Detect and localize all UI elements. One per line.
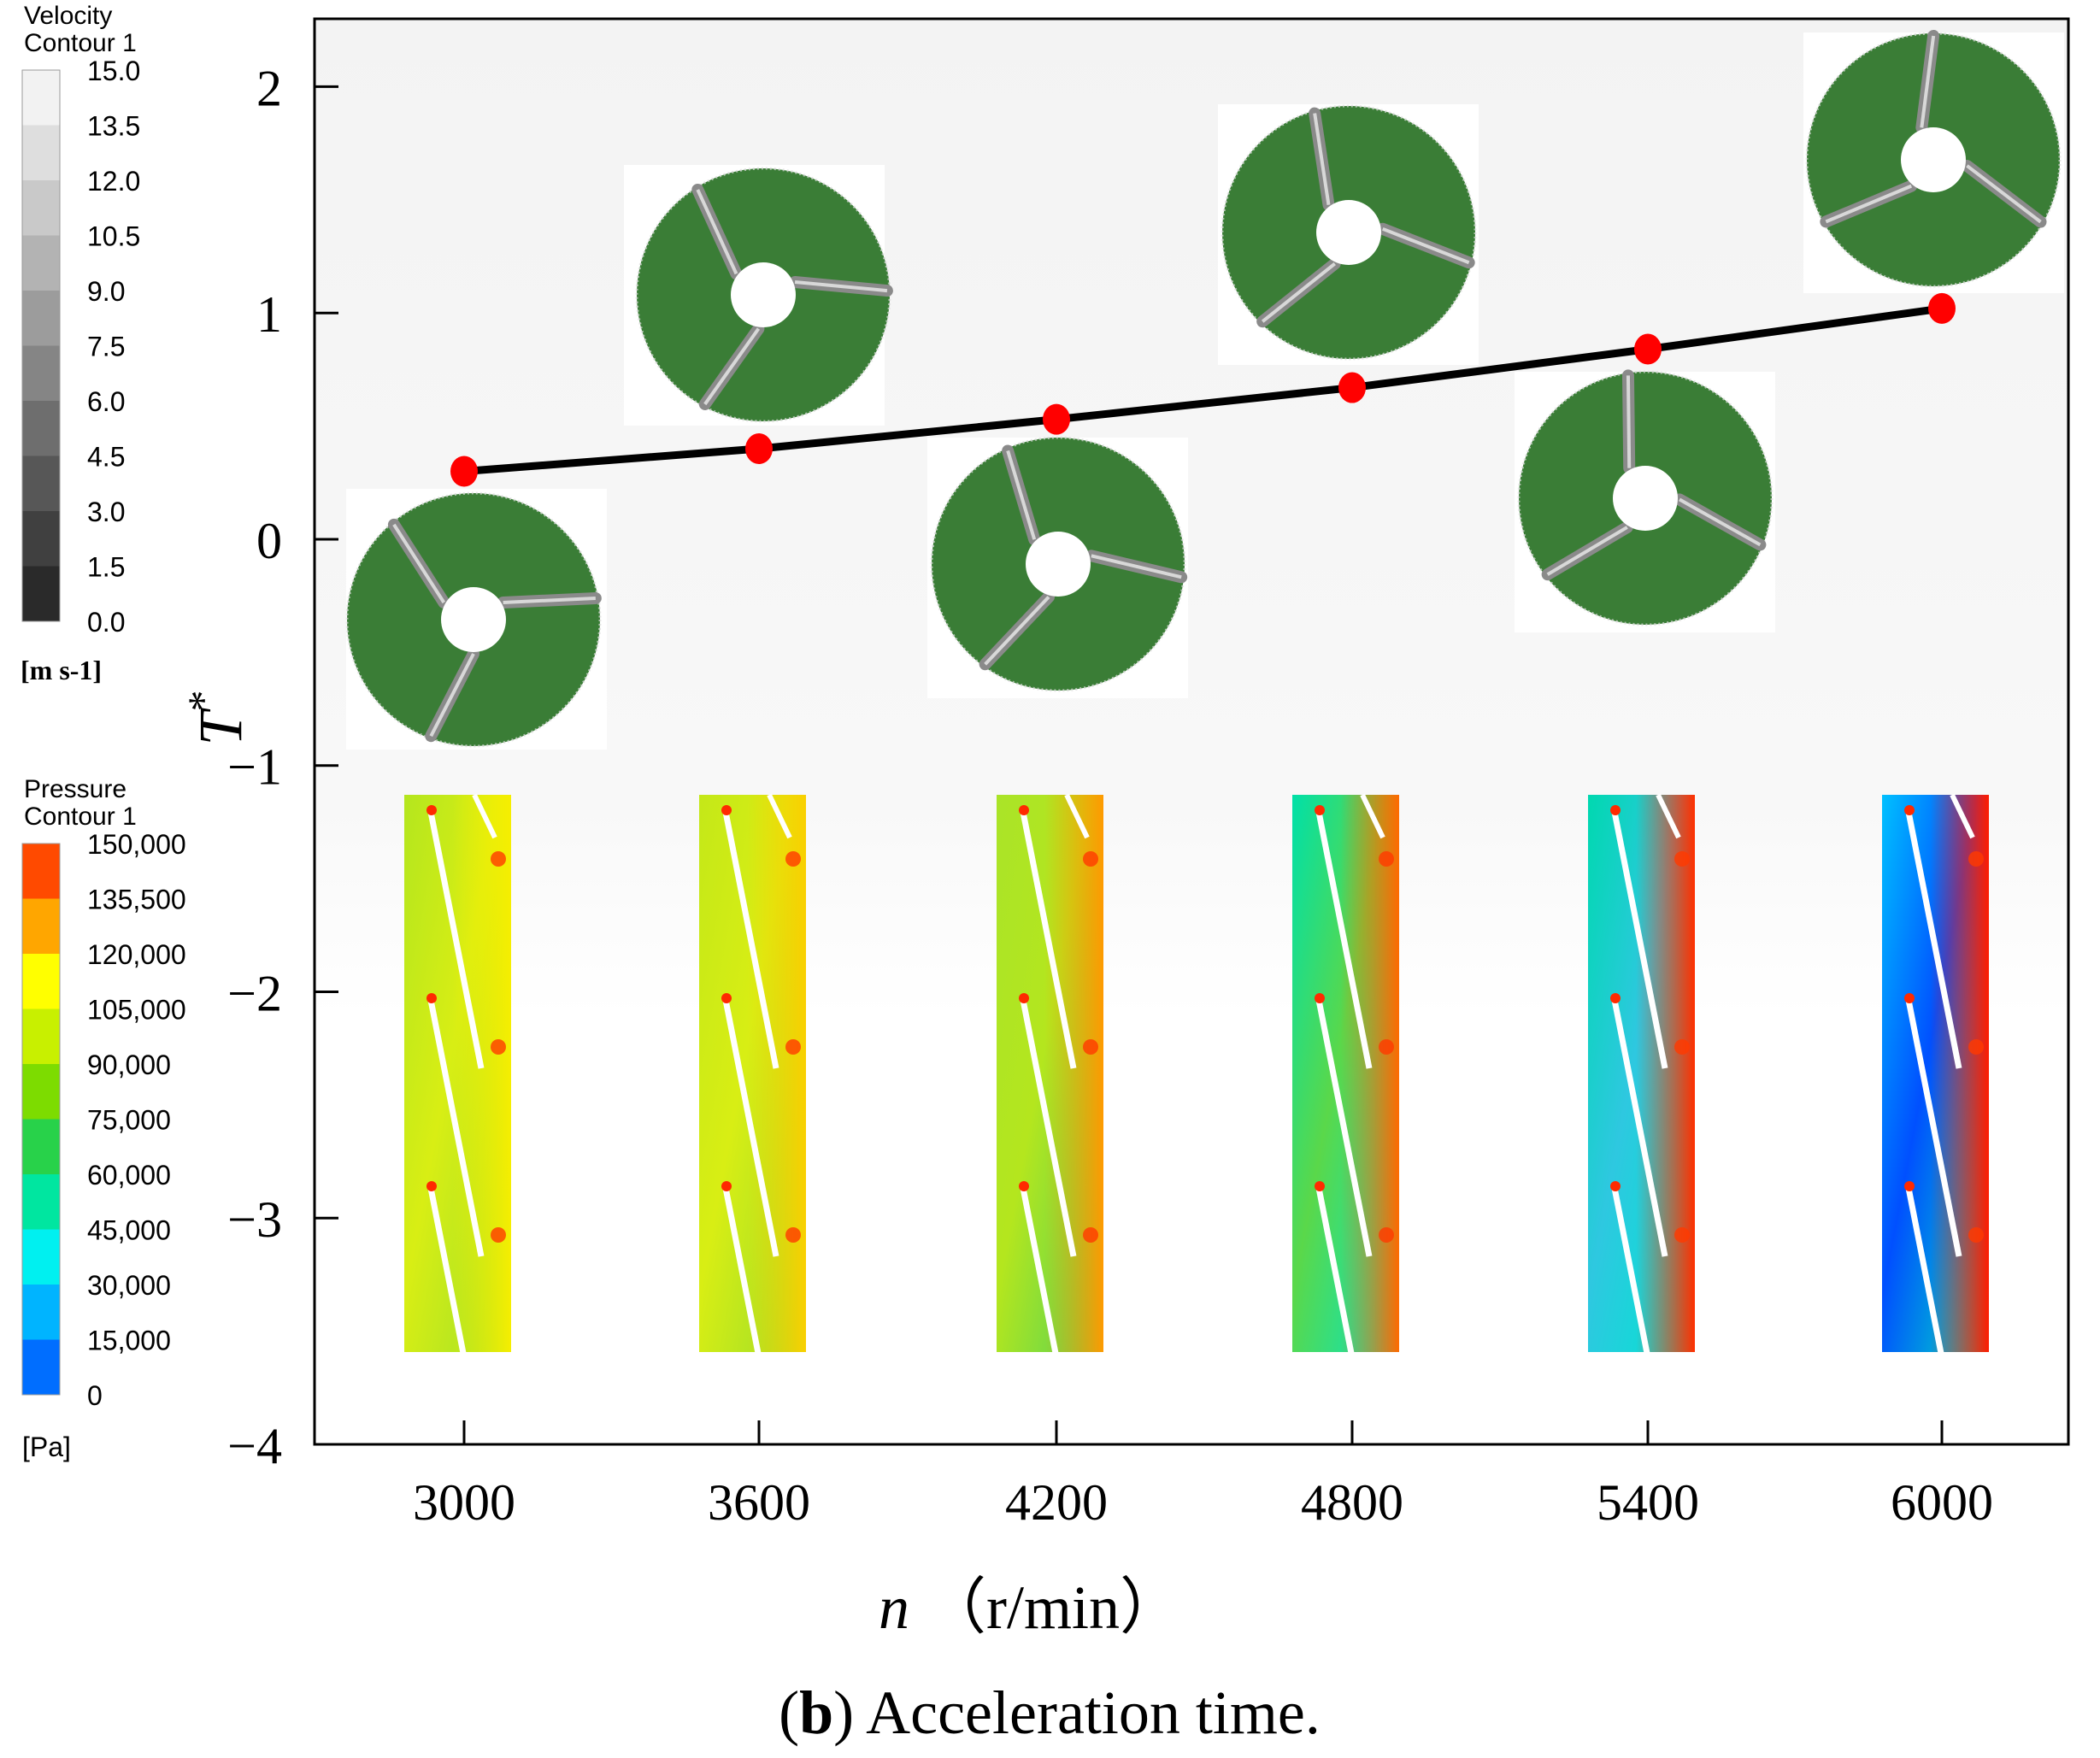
legend-swatch	[22, 1119, 60, 1174]
legend-level-label: 13.5	[87, 111, 140, 142]
legend-swatch	[22, 235, 60, 291]
legend-level-label: 12.0	[87, 166, 140, 197]
legend-level-label: 0.0	[87, 607, 125, 638]
legend-title: Contour 1	[24, 803, 137, 831]
legend-swatch	[22, 345, 60, 401]
pressure-contour-strip	[1588, 793, 1695, 1445]
legend-level-label: 6.0	[87, 386, 125, 417]
legend-swatch	[22, 456, 60, 511]
y-tick-label: 1	[256, 286, 282, 343]
legend-level-label: 4.5	[87, 442, 125, 473]
impeller-velocity-contour	[624, 165, 893, 426]
legend-level-label: 60,000	[87, 1160, 171, 1191]
legend-unit: [Pa]	[22, 1432, 71, 1462]
legend-level-label: 135,500	[87, 885, 186, 915]
plot-frame	[313, 17, 2070, 1446]
series-line	[463, 304, 1943, 476]
legend-level-label: 30,000	[87, 1270, 171, 1301]
legend-swatch	[22, 511, 60, 567]
legend-swatch	[22, 1285, 60, 1340]
data-point	[1338, 372, 1366, 403]
legend-level-label: 7.5	[87, 332, 125, 362]
legend-level-label: 120,000	[87, 939, 186, 970]
impeller-velocity-contour	[1515, 369, 1775, 632]
x-axis-label: n （r/min）	[879, 1573, 1181, 1642]
legend-swatch	[22, 180, 60, 236]
legend-swatch	[22, 898, 60, 954]
impeller-velocity-contour	[1803, 30, 2064, 293]
x-tick-label: 3600	[708, 1474, 810, 1531]
legend-level-label: 3.0	[87, 497, 125, 527]
data-point	[1634, 333, 1662, 365]
legend-level-label: 45,000	[87, 1215, 171, 1246]
data-point	[1043, 403, 1070, 435]
legend-title: Contour 1	[24, 29, 137, 57]
legend-swatch	[22, 566, 60, 621]
legend-swatch	[22, 1229, 60, 1285]
legend-swatch	[22, 291, 60, 346]
legend-swatch	[22, 844, 60, 899]
legend-swatch	[22, 1008, 60, 1064]
data-point	[450, 456, 478, 487]
legend-level-label: 1.5	[87, 552, 125, 583]
legend-level-label: 0	[87, 1380, 103, 1411]
impeller-velocity-contour	[927, 436, 1188, 698]
pressure-contour-strip	[1882, 793, 1989, 1445]
x-tick-label: 6000	[1891, 1474, 1993, 1531]
impeller-velocity-contour	[1218, 104, 1479, 365]
legend-swatch	[22, 1064, 60, 1120]
legend-level-label: 15,000	[87, 1326, 171, 1356]
data-point	[1928, 292, 1956, 324]
legend-level-label: 90,000	[87, 1050, 171, 1080]
pressure-contour-strip	[699, 793, 806, 1445]
legend-swatch	[22, 70, 60, 126]
legend-level-label: 75,000	[87, 1105, 171, 1136]
x-tick-label: 3000	[413, 1474, 515, 1531]
legend-swatch	[22, 125, 60, 180]
y-tick-label: 2	[256, 60, 282, 116]
data-point	[745, 433, 773, 465]
legend-swatch	[22, 1339, 60, 1395]
y-tick-label: −1	[227, 739, 282, 796]
legend-level-label: 105,000	[87, 995, 186, 1026]
x-tick-label: 4800	[1301, 1474, 1403, 1531]
x-tick-label: 4200	[1005, 1474, 1108, 1531]
y-axis-label: T*	[179, 690, 255, 745]
y-tick-label: 0	[256, 513, 282, 569]
legend-level-label: 150,000	[87, 829, 186, 860]
legend-level-label: 15.0	[87, 56, 140, 86]
pressure-contour-strip	[404, 793, 511, 1445]
y-tick-label: −3	[227, 1191, 282, 1248]
x-tick-label: 5400	[1597, 1474, 1699, 1531]
legend-swatch	[22, 1174, 60, 1230]
pressure-contour-strip	[997, 793, 1103, 1445]
legend-swatch	[22, 954, 60, 1009]
legend-title: Pressure	[24, 775, 126, 803]
impeller-velocity-contour	[345, 489, 607, 750]
legend-title: Velocity	[24, 2, 112, 30]
legend-unit: [m s-1]	[21, 655, 102, 685]
legend-swatch	[22, 401, 60, 456]
legend-level-label: 9.0	[87, 276, 125, 307]
pressure-contour-strip	[1292, 793, 1399, 1445]
y-tick-label: −4	[227, 1418, 282, 1474]
figure-caption: (b) Acceleration time.	[779, 1679, 1321, 1747]
y-tick-label: −2	[227, 965, 282, 1021]
legend-level-label: 10.5	[87, 221, 140, 252]
